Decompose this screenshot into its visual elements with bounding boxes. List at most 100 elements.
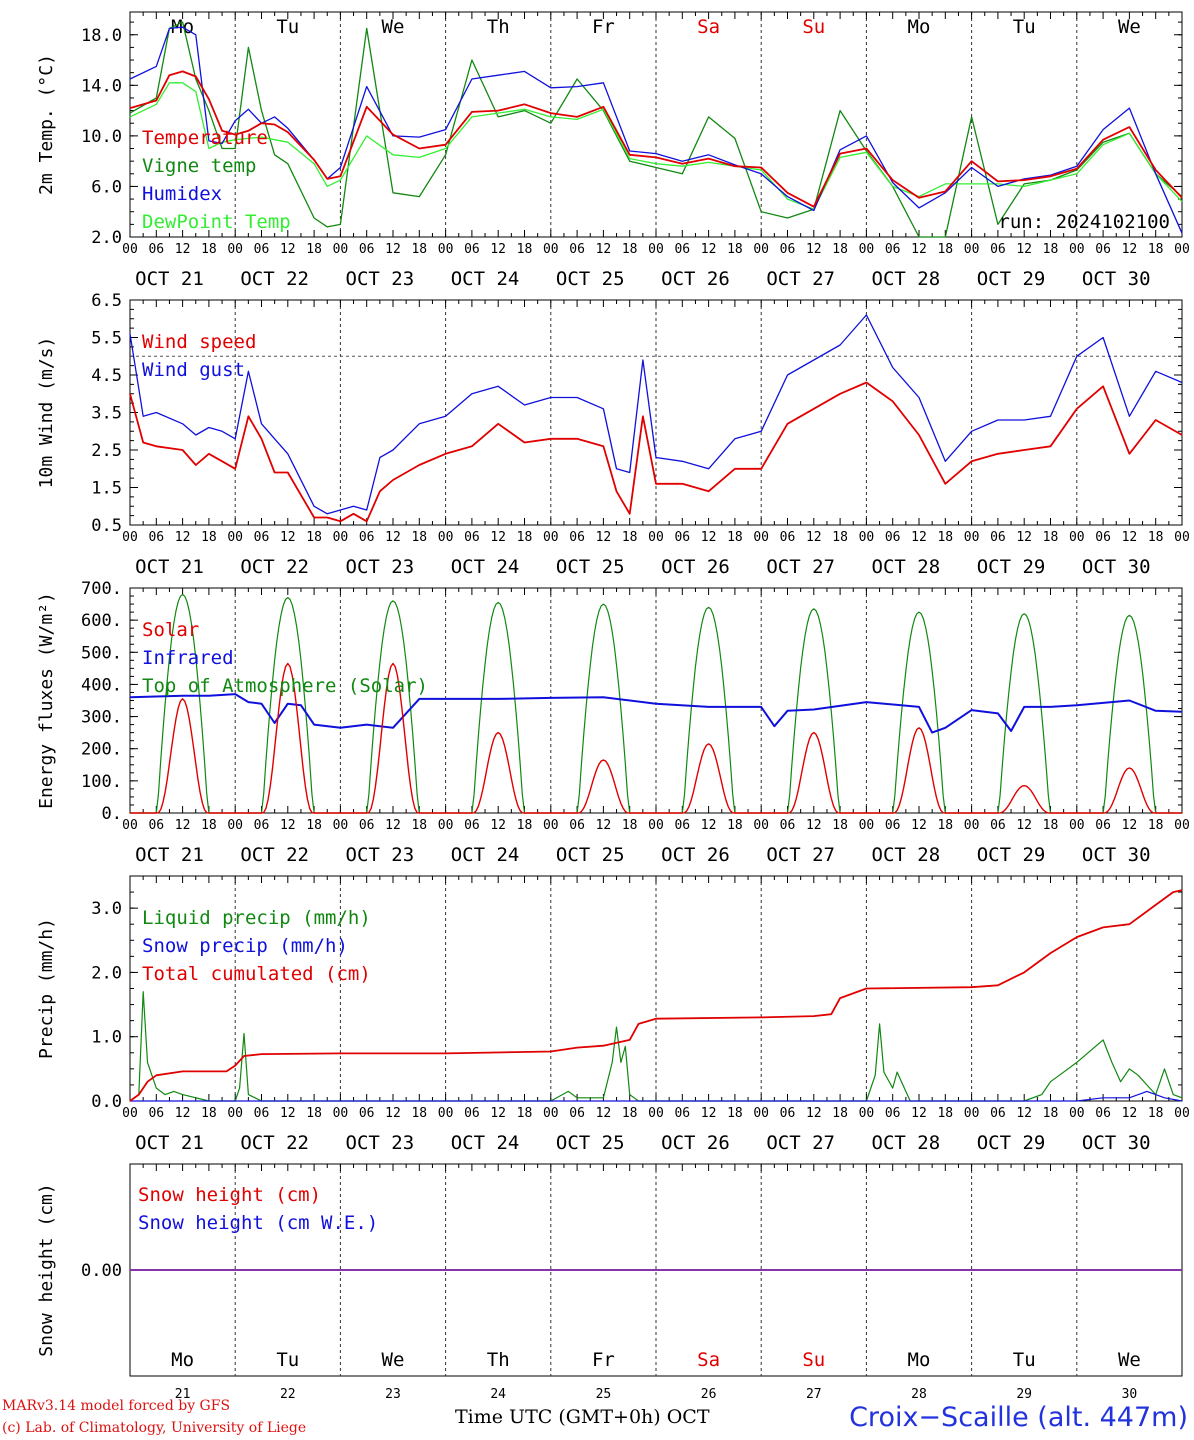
date-label: OCT 25 <box>556 268 625 290</box>
hour-tick-label: 06 <box>359 1106 375 1121</box>
hour-tick-label: 06 <box>885 818 901 833</box>
hour-tick-label: 00 <box>753 242 769 257</box>
y-tick-label: 0. <box>102 804 122 824</box>
hour-tick-label: 06 <box>464 1106 480 1121</box>
date-label: OCT 30 <box>1082 844 1151 866</box>
hour-tick-label: 06 <box>464 530 480 545</box>
legend-entry: Temperature <box>142 127 268 149</box>
date-label: OCT 23 <box>346 844 415 866</box>
hour-tick-label: 12 <box>911 1106 927 1121</box>
y-axis-label: 10m Wind (m/s) <box>36 337 57 489</box>
hour-tick-label: 06 <box>780 1106 796 1121</box>
hour-tick-label: 06 <box>674 1106 690 1121</box>
hour-tick-label: 12 <box>1122 530 1138 545</box>
date-label: OCT 21 <box>135 268 204 290</box>
hour-tick-label: 18 <box>306 242 322 257</box>
legend-entry: Snow height (cm W.E.) <box>138 1212 378 1234</box>
station-name: Croix−Scaille (alt. 447m) <box>849 1402 1188 1433</box>
hour-tick-label: 12 <box>806 1106 822 1121</box>
date-label: OCT 24 <box>451 844 520 866</box>
hour-tick-label: 12 <box>1122 818 1138 833</box>
hour-tick-label: 12 <box>490 242 506 257</box>
legend-entry: Wind gust <box>142 359 245 381</box>
hour-tick-label: 18 <box>727 818 743 833</box>
date-number: 28 <box>911 1387 927 1402</box>
hour-tick-label: 12 <box>911 818 927 833</box>
hour-tick-label: 00 <box>333 530 349 545</box>
y-tick-label: 200. <box>81 740 122 760</box>
date-number: 26 <box>701 1387 717 1402</box>
day-name: Th <box>487 16 510 38</box>
hour-tick-label: 12 <box>806 530 822 545</box>
date-label: OCT 22 <box>240 268 309 290</box>
hour-tick-label: 12 <box>175 818 191 833</box>
legend-entry: Infrared <box>142 647 234 669</box>
y-tick-label: 1.5 <box>91 479 122 499</box>
hour-tick-label: 12 <box>911 242 927 257</box>
hour-tick-label: 12 <box>1122 242 1138 257</box>
hour-tick-label: 06 <box>569 530 585 545</box>
day-name: Su <box>802 16 825 38</box>
hour-tick-label: 12 <box>911 530 927 545</box>
hour-tick-label: 00 <box>333 1106 349 1121</box>
date-label: OCT 29 <box>977 268 1046 290</box>
date-number: 23 <box>385 1387 401 1402</box>
series-line-solar <box>130 662 1182 814</box>
date-label: OCT 28 <box>872 1132 941 1154</box>
hour-tick-label: 00 <box>438 530 454 545</box>
date-label: OCT 27 <box>766 1132 835 1154</box>
hour-tick-label: 12 <box>490 530 506 545</box>
hour-tick-label: 06 <box>1095 818 1111 833</box>
date-label: OCT 25 <box>556 556 625 578</box>
series-line-infrared <box>129 693 1183 734</box>
hour-tick-label: 00 <box>648 242 664 257</box>
hour-tick-label: 00 <box>648 530 664 545</box>
day-name: Mo <box>171 1349 194 1371</box>
date-label: OCT 30 <box>1082 556 1151 578</box>
date-label: OCT 21 <box>135 844 204 866</box>
hour-tick-label: 18 <box>1148 818 1164 833</box>
hour-tick-label: 06 <box>674 242 690 257</box>
hour-tick-label: 00 <box>122 530 138 545</box>
hour-tick-label: 18 <box>201 818 217 833</box>
hour-tick-label: 12 <box>280 818 296 833</box>
day-name: We <box>1118 16 1141 38</box>
y-tick-label: 18.0 <box>81 26 122 46</box>
date-label: OCT 26 <box>661 1132 730 1154</box>
hour-tick-label: 12 <box>175 530 191 545</box>
series-line-wind-speed <box>129 381 1183 523</box>
date-label: OCT 23 <box>346 1132 415 1154</box>
hour-tick-label: 12 <box>385 242 401 257</box>
date-label: OCT 23 <box>346 268 415 290</box>
date-label: OCT 27 <box>766 268 835 290</box>
hour-tick-label: 00 <box>648 818 664 833</box>
hour-tick-label: 00 <box>753 530 769 545</box>
hour-tick-label: 00 <box>1069 818 1085 833</box>
date-label: OCT 26 <box>661 556 730 578</box>
date-label: OCT 26 <box>661 844 730 866</box>
hour-tick-label: 12 <box>490 818 506 833</box>
hour-tick-label: 18 <box>937 1106 953 1121</box>
hour-tick-label: 06 <box>990 530 1006 545</box>
date-label: OCT 24 <box>451 268 520 290</box>
hour-tick-label: 06 <box>990 818 1006 833</box>
hour-tick-label: 12 <box>806 818 822 833</box>
date-label: OCT 30 <box>1082 1132 1151 1154</box>
date-number: 29 <box>1016 1387 1032 1402</box>
hour-tick-label: 12 <box>385 1106 401 1121</box>
date-label: OCT 30 <box>1082 268 1151 290</box>
date-number: 27 <box>806 1387 822 1402</box>
x-axis-caption: Time UTC (GMT+0h) OCT <box>455 1406 710 1428</box>
hour-tick-label: 00 <box>859 1106 875 1121</box>
series-line-total-cumulated <box>129 889 1183 1102</box>
day-name: Mo <box>908 16 931 38</box>
hour-tick-label: 12 <box>1016 818 1032 833</box>
date-label: OCT 25 <box>556 1132 625 1154</box>
hour-tick-label: 00 <box>543 530 559 545</box>
y-tick-label: 6.0 <box>91 177 122 197</box>
date-label: OCT 24 <box>451 1132 520 1154</box>
hour-tick-label: 06 <box>254 818 270 833</box>
hour-tick-label: 18 <box>1148 1106 1164 1121</box>
y-tick-label: 3.0 <box>91 899 122 919</box>
